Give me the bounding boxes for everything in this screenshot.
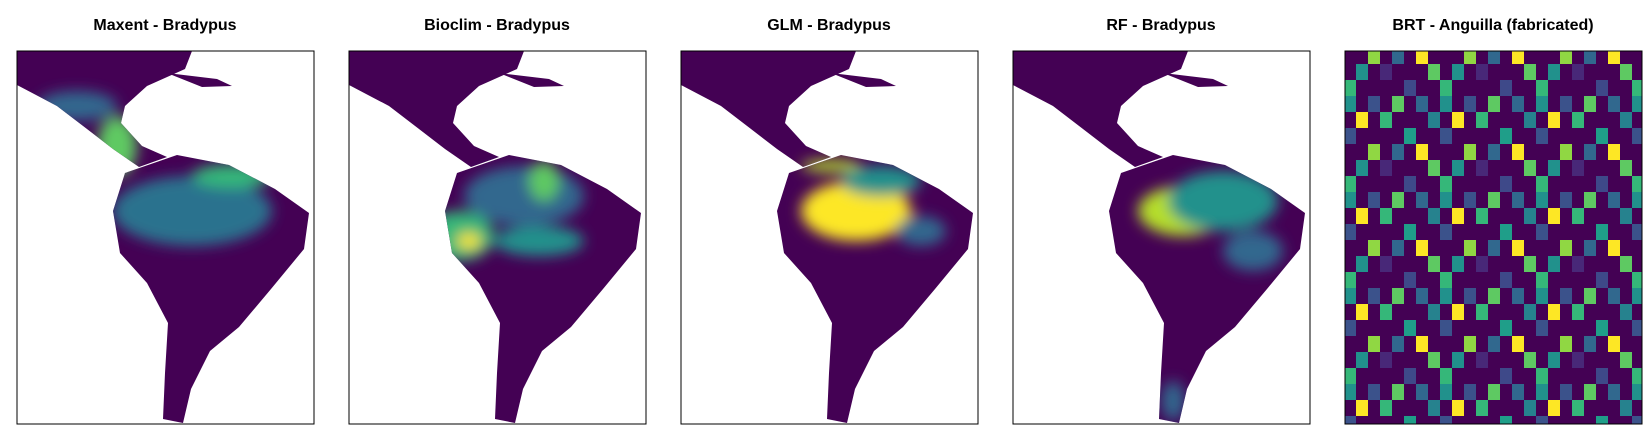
panel-title: RF - Bradypus (1106, 17, 1215, 34)
panel-frame (348, 50, 647, 425)
map-surface (349, 51, 641, 423)
panel-title: GLM - Bradypus (767, 17, 891, 34)
panel-frame (1012, 50, 1311, 425)
map-panel (349, 51, 641, 423)
map-surface (17, 51, 309, 423)
map-surface (681, 51, 973, 423)
panel-frame (16, 50, 315, 425)
panel-frame (1344, 50, 1643, 425)
map-panel (1013, 51, 1305, 423)
panel-frame (680, 50, 979, 425)
panel-title: Maxent - Bradypus (93, 17, 236, 34)
panel-title: BRT - Anguilla (fabricated) (1392, 17, 1593, 34)
map-surface (1345, 51, 1642, 424)
map-panel (17, 51, 309, 423)
map-panel (681, 51, 973, 423)
map-surface (1013, 51, 1305, 423)
panel-title: Bioclim - Bradypus (424, 17, 570, 34)
